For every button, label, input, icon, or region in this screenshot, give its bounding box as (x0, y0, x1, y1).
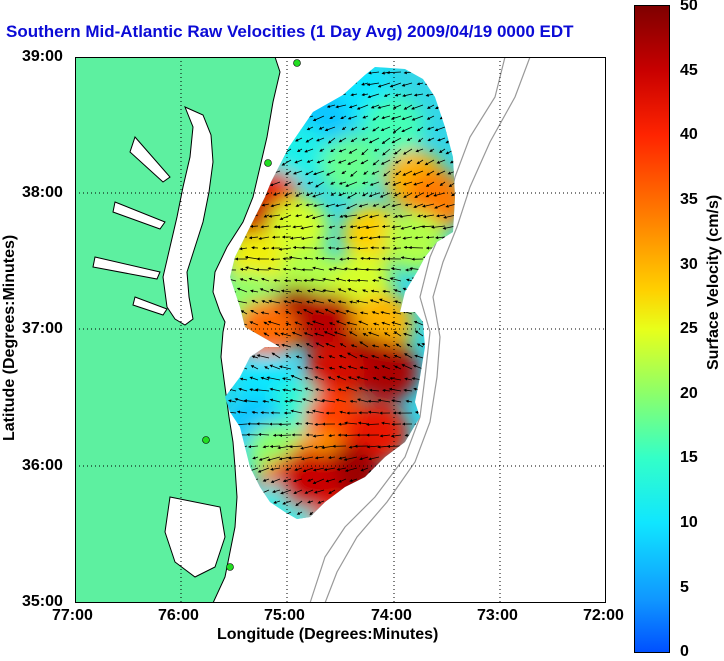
colorbar-tick: 40 (680, 126, 698, 144)
station-marker (227, 564, 234, 571)
x-axis-label: Longitude (Degrees:Minutes) (217, 626, 438, 644)
x-tick-label: 76:00 (158, 607, 199, 625)
y-tick-label: 36:00 (22, 457, 63, 475)
velocity-vector (388, 446, 401, 447)
colorbar-tick: 35 (680, 191, 698, 209)
station-marker (265, 160, 272, 167)
velocity-vector (285, 280, 291, 281)
map-plot (75, 57, 606, 603)
map-title: Southern Mid-Atlantic Raw Velocities (1 … (6, 22, 628, 44)
x-tick-label: 75:00 (264, 607, 305, 625)
x-tick-label: 77:00 (52, 607, 93, 625)
colorbar-tick: 0 (680, 643, 689, 661)
x-tick-label: 72:00 (583, 607, 624, 625)
velocity-vector (263, 248, 269, 249)
station-marker (294, 60, 301, 67)
velocity-vector (378, 269, 390, 270)
x-tick-label: 73:00 (477, 607, 518, 625)
colorbar-tick: 5 (680, 579, 689, 597)
colorbar-tick: 15 (680, 449, 698, 467)
colorbar-tick: 20 (680, 385, 698, 403)
velocity-cell (321, 136, 381, 196)
velocity-vector (280, 435, 291, 436)
y-tick-label: 37:00 (22, 320, 63, 338)
y-axis-label: Latitude (Degrees:Minutes) (1, 235, 19, 441)
colorbar (634, 5, 670, 653)
y-tick-label: 39:00 (22, 48, 63, 66)
colorbar-tick: 50 (680, 0, 698, 15)
velocity-cell (358, 341, 418, 401)
y-tick-label: 38:00 (22, 184, 63, 202)
x-tick-label: 74:00 (371, 607, 412, 625)
colorbar-tick: 30 (680, 256, 698, 274)
velocity-vector (345, 435, 357, 436)
colorbar-label: Surface Velocity (cm/s) (705, 195, 723, 370)
velocity-vector (315, 424, 324, 425)
colorbar-tick: 45 (680, 62, 698, 80)
velocity-vector (251, 226, 258, 227)
colorbar-tick: 25 (680, 320, 698, 338)
velocity-vector (261, 412, 269, 413)
colorbar-tick: 10 (680, 514, 698, 532)
station-marker (203, 437, 210, 444)
